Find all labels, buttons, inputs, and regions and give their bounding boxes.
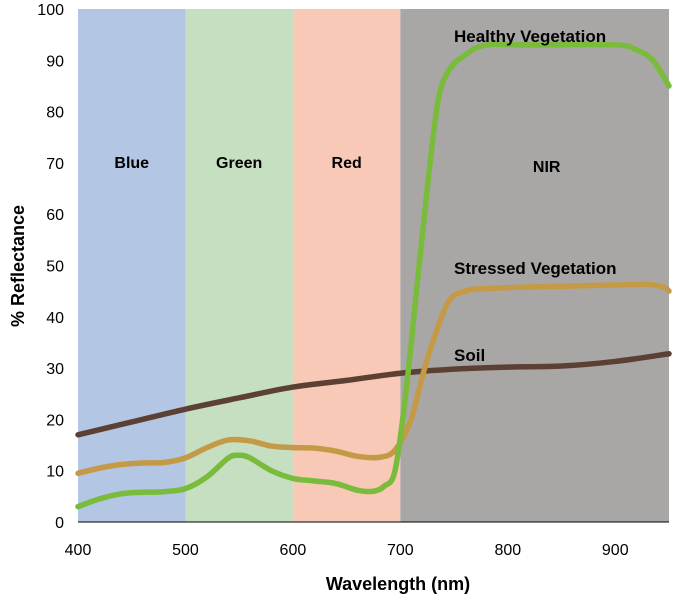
y-tick-label: 50 <box>46 259 64 276</box>
y-tick-label: 40 <box>46 310 64 327</box>
series-labels: Healthy Vegetation Stressed Vegetation Soi… <box>454 27 617 365</box>
x-tick-label: 600 <box>280 542 307 559</box>
series-label-stressed-vegetation: Stressed Vegetation <box>454 259 617 278</box>
y-tick-label: 100 <box>37 2 64 19</box>
band-green <box>185 9 293 522</box>
band-label-nir: NIR <box>533 159 561 176</box>
x-tick-label: 500 <box>172 542 199 559</box>
x-tick-label: 400 <box>65 542 92 559</box>
band-label-blue: Blue <box>114 155 149 172</box>
band-label-green: Green <box>216 155 262 172</box>
series-line-stressed-vegetation <box>75 281 672 477</box>
series-line-healthy-vegetation <box>75 41 672 510</box>
x-tick-labels: 400 500 600 700 800 900 <box>65 542 629 559</box>
y-tick-label: 30 <box>46 361 64 378</box>
y-tick-label: 60 <box>46 207 64 224</box>
y-tick-label: 90 <box>46 53 64 70</box>
series-label-soil: Soil <box>454 346 485 365</box>
band-red <box>292 9 401 522</box>
y-tick-label: 10 <box>46 464 64 481</box>
wavelength-bands <box>78 9 669 522</box>
x-tick-label: 700 <box>387 542 414 559</box>
band-labels: Blue Green Red NIR <box>114 155 561 176</box>
y-tick-labels: 0 10 20 30 40 50 60 70 80 90 100 <box>37 2 64 532</box>
series-label-healthy-vegetation: Healthy Vegetation <box>454 27 606 46</box>
series-lines <box>75 41 672 510</box>
band-nir <box>400 9 669 522</box>
band-label-red: Red <box>332 155 362 172</box>
x-tick-label: 800 <box>494 542 521 559</box>
y-tick-label: 20 <box>46 412 64 429</box>
y-tick-label: 0 <box>55 515 64 532</box>
x-tick-label: 900 <box>602 542 629 559</box>
series-line-soil <box>75 350 672 438</box>
y-tick-label: 70 <box>46 156 64 173</box>
x-axis-title: Wavelength (nm) <box>326 574 470 594</box>
y-tick-label: 80 <box>46 105 64 122</box>
y-axis-title: % Reflectance <box>8 205 28 327</box>
band-blue <box>78 9 186 522</box>
